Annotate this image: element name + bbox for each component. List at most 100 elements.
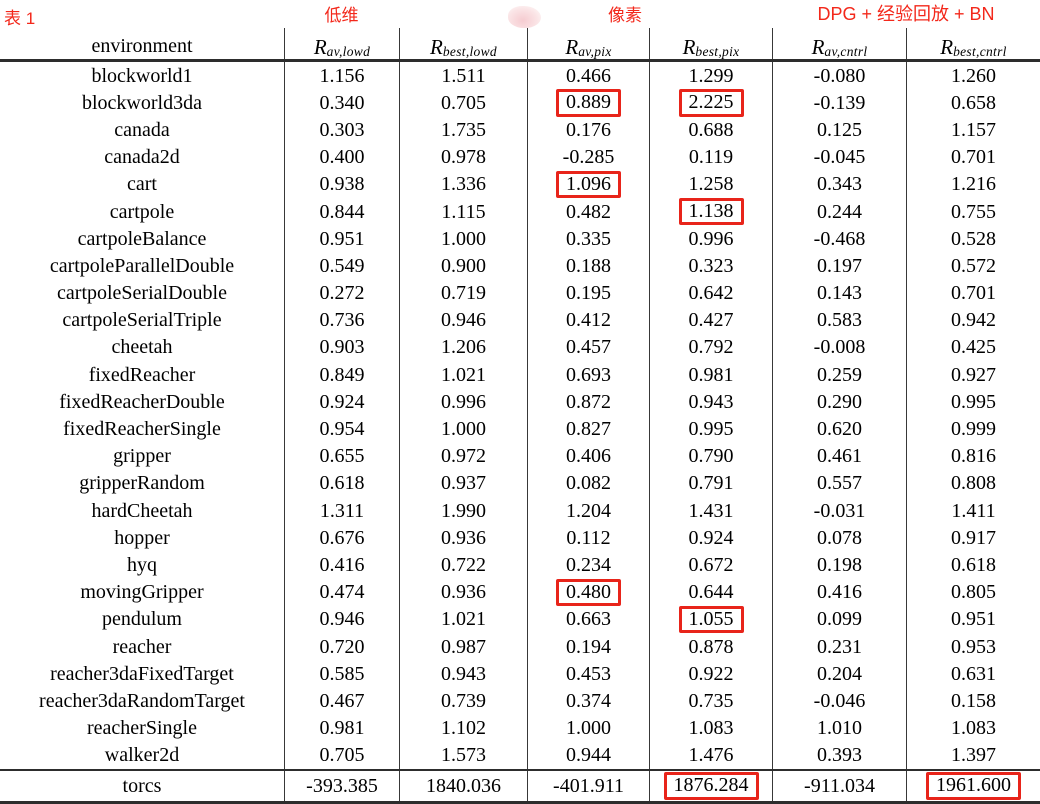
value-cell: 0.078 <box>772 524 906 552</box>
value-cell: 0.197 <box>772 252 906 280</box>
value-cell: 1.311 <box>284 497 399 525</box>
value-cell: 0.946 <box>284 605 399 634</box>
value-cell: 0.999 <box>906 415 1040 443</box>
value-cell: 0.528 <box>906 225 1040 253</box>
value-cell: -911.034 <box>772 770 906 801</box>
group-label-dpg: DPG + 经验回放 + BN <box>817 4 995 24</box>
value-cell: 1.336 <box>399 170 527 199</box>
value-cell: 0.572 <box>906 252 1040 280</box>
env-name-cell: blockworld1 <box>91 64 193 87</box>
table-row: cartpoleParallelDouble 0.549 0.900 0.188 0.3… <box>0 252 1040 280</box>
pink-smudge-mark <box>508 6 541 28</box>
value-cell: 0.234 <box>527 551 649 579</box>
value-cell: 0.323 <box>649 252 772 280</box>
value-cell: 0.644 <box>649 578 772 606</box>
value-cell: 0.924 <box>284 388 399 416</box>
table-row: canada2d 0.400 0.978 -0.285 0.119 -0.045 0.701 <box>0 143 1040 171</box>
env-name-cell: cartpoleSerialDouble <box>57 282 227 305</box>
table-row: cartpoleSerialTriple 0.736 0.946 0.412 0.427… <box>0 306 1040 334</box>
value-cell: 0.972 <box>399 442 527 470</box>
value-cell: 0.739 <box>399 687 527 715</box>
value-cell: 0.981 <box>649 361 772 389</box>
metric-subscript: best,cntrl <box>953 43 1007 59</box>
value-cell: 1.021 <box>399 605 527 634</box>
value-cell: 1.299 <box>649 62 772 90</box>
value-cell: 1.000 <box>527 714 649 742</box>
value-cell: -0.080 <box>772 62 906 90</box>
env-name-cell: gripperRandom <box>79 472 205 495</box>
value-cell: 0.400 <box>284 143 399 171</box>
value-cell: 0.900 <box>399 252 527 280</box>
value-cell: 0.705 <box>399 89 527 117</box>
value-cell: 0.461 <box>772 442 906 470</box>
value-cell: 1.115 <box>399 197 527 226</box>
value-cell: 0.722 <box>399 551 527 579</box>
value-cell: 0.290 <box>772 388 906 416</box>
value-cell: 1.096 <box>527 170 649 199</box>
value-cell: 0.889 <box>527 89 649 117</box>
env-name-cell: reacher <box>112 635 172 658</box>
value-cell: 0.427 <box>649 306 772 334</box>
table-row: blockworld3da 0.340 0.705 0.889 2.225 -0.139 0… <box>0 89 1040 117</box>
value-cell: 1840.036 <box>399 770 527 801</box>
env-name-cell: reacher3daFixedTarget <box>50 662 234 685</box>
env-name-cell: fixedReacherDouble <box>59 390 225 413</box>
value-cell: 0.343 <box>772 170 906 199</box>
env-name-cell: hardCheetah <box>91 499 193 522</box>
table-row: movingGripper 0.474 0.936 0.480 0.644 0.416 0.… <box>0 578 1040 606</box>
table-caption-label: 表 1 <box>4 9 36 28</box>
env-name-cell: canada <box>114 118 170 141</box>
value-cell: 0.642 <box>649 279 772 307</box>
env-name-cell: cartpoleParallelDouble <box>49 254 235 277</box>
value-cell: 1.156 <box>284 62 399 90</box>
value-cell: 0.844 <box>284 197 399 226</box>
value-cell: 0.688 <box>649 116 772 144</box>
table-row: fixedReacherSingle 0.954 1.000 0.827 0.995 0.… <box>0 415 1040 443</box>
env-name-cell: torcs <box>122 774 162 797</box>
group-label-pixels: 像素 <box>608 6 642 25</box>
value-cell: 0.466 <box>527 62 649 90</box>
value-cell: 0.412 <box>527 306 649 334</box>
table-row: fixedReacherDouble 0.924 0.996 0.872 0.943 0.… <box>0 388 1040 416</box>
value-cell: 0.425 <box>906 333 1040 362</box>
env-name-cell: cartpole <box>109 200 175 223</box>
value-cell: 0.953 <box>906 632 1040 661</box>
value-cell: 0.720 <box>284 632 399 661</box>
value-cell: -0.468 <box>772 225 906 253</box>
value-cell: -0.046 <box>772 687 906 715</box>
table-row: cheetah 0.903 1.206 0.457 0.792 -0.008 0.425 <box>0 333 1040 362</box>
env-name-cell: canada2d <box>104 146 180 169</box>
value-cell: 0.158 <box>906 687 1040 715</box>
env-name-cell: reacherSingle <box>87 717 197 740</box>
value-cell: 0.922 <box>649 660 772 688</box>
value-cell: 1.411 <box>906 497 1040 525</box>
highlight-box: 0.480 <box>556 578 621 606</box>
highlight-box: 1961.600 <box>926 772 1021 800</box>
value-cell: 0.585 <box>284 660 399 688</box>
value-cell: 0.663 <box>527 605 649 634</box>
env-column-header: environment <box>91 35 193 57</box>
value-cell: 0.719 <box>399 279 527 307</box>
value-cell: 0.259 <box>772 361 906 389</box>
value-cell: 0.951 <box>284 225 399 253</box>
value-cell: 1.102 <box>399 714 527 742</box>
table-row: hyq 0.416 0.722 0.234 0.672 0.198 0.618 <box>0 551 1040 579</box>
env-name-cell: fixedReacher <box>88 363 196 386</box>
env-name-cell: blockworld3da <box>82 91 202 114</box>
metric-subscript: best,pix <box>695 43 740 59</box>
group-label-lowdim: 低维 <box>324 6 359 25</box>
env-name-cell: cheetah <box>111 336 173 359</box>
value-cell: 0.946 <box>399 306 527 334</box>
value-cell: 0.125 <box>772 116 906 144</box>
value-cell: 0.204 <box>772 660 906 688</box>
table-row: cart 0.938 1.336 1.096 1.258 0.343 1.216 <box>0 170 1040 199</box>
value-cell: 0.672 <box>649 551 772 579</box>
env-name-cell: walker2d <box>104 744 180 767</box>
value-cell: 0.393 <box>772 741 906 769</box>
value-cell: 0.792 <box>649 333 772 362</box>
metric-symbol: R <box>940 35 954 59</box>
